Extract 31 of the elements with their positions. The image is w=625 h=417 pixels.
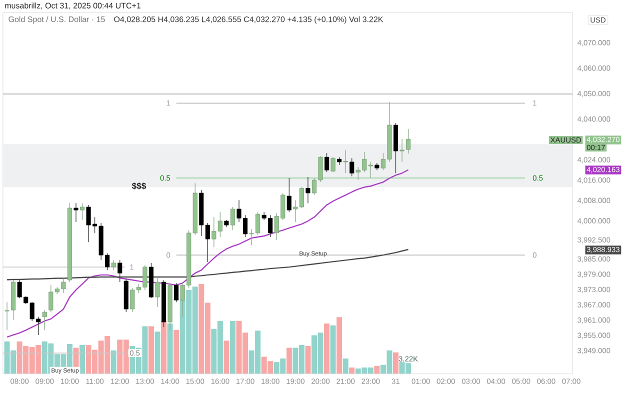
candlestick (42, 310, 47, 330)
bar (230, 320, 236, 374)
bar (174, 330, 180, 374)
bar (148, 326, 154, 374)
bar (324, 324, 330, 374)
candlestick (324, 152, 330, 172)
candlestick (306, 176, 310, 204)
bar (342, 358, 348, 374)
candlestick (155, 276, 160, 308)
candlestick (118, 260, 122, 282)
bar (336, 317, 342, 374)
bar (224, 340, 230, 374)
candlestick (74, 202, 78, 222)
bar (286, 348, 292, 374)
candlestick (350, 158, 354, 177)
candlestick (343, 150, 348, 174)
chart-title: Gold Spot / U.S. Dollar · 15 (8, 16, 105, 24)
text: musabrillz, Oct 31, 2025 00:44 UTC+1 (5, 2, 140, 10)
candlestick (330, 156, 336, 172)
chart-subtitle: O4,028.205 H4,036.235 L4,026.555 C4,032.270 +4.135 (+0.10%) Vol 3.22K (114, 16, 384, 24)
candlestick (230, 206, 235, 230)
candlestick (111, 260, 116, 270)
annotation: $$$ (132, 182, 146, 190)
candlestick (174, 282, 179, 302)
candlestick (286, 178, 292, 212)
bar (374, 366, 380, 374)
candlestick (80, 202, 85, 220)
bar (392, 352, 399, 374)
bar (79, 345, 86, 374)
bar (349, 368, 355, 374)
bar (154, 332, 160, 374)
